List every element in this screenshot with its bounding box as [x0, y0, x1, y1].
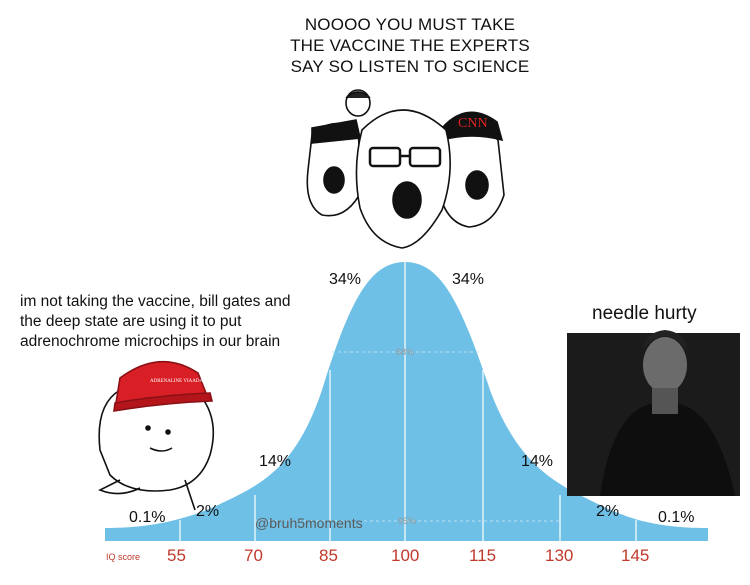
pct-2-left: 2%	[196, 503, 220, 520]
pct-2-right: 2%	[596, 503, 620, 520]
cnn-logo: CNN	[458, 116, 488, 131]
bell-curve-area	[105, 262, 708, 541]
pct-01-right: 0.1%	[658, 509, 695, 526]
soyjak-group-drawing: CNN	[306, 89, 505, 249]
tick-130: 130	[545, 546, 574, 565]
top-caption: NOOOO YOU MUST TAKE THE VACCINE THE EXPE…	[290, 15, 530, 76]
tick-115: 115	[469, 546, 497, 565]
right-caption: needle hurty	[592, 303, 697, 324]
wojak-maga-drawing: ADRENALINE VIAADA TAHS	[98, 360, 217, 511]
range-dashes	[256, 351, 560, 522]
pct-14-left: 14%	[259, 453, 292, 470]
tick-100: 100	[391, 546, 420, 565]
photo-man	[567, 330, 740, 496]
axis-label: IQ score	[106, 552, 141, 562]
watermark: @bruh5moments	[255, 515, 363, 531]
pct-34-left: 34%	[329, 271, 362, 288]
left-caption: im not taking the vaccine, bill gates an…	[20, 293, 291, 350]
tick-70: 70	[244, 546, 263, 565]
tick-55: 55	[167, 546, 186, 565]
pct-95: 95%	[398, 516, 417, 526]
pct-14-right: 14%	[521, 453, 554, 470]
pct-01-left: 0.1%	[129, 509, 166, 526]
sigma-lines	[179, 262, 637, 541]
tick-85: 85	[319, 546, 338, 565]
hat-text: ADRENALINE VIAADA TAHS	[150, 379, 217, 384]
pct-34-right: 34%	[452, 271, 485, 288]
tick-145: 145	[621, 546, 650, 565]
pct-68: 68%	[396, 347, 415, 357]
